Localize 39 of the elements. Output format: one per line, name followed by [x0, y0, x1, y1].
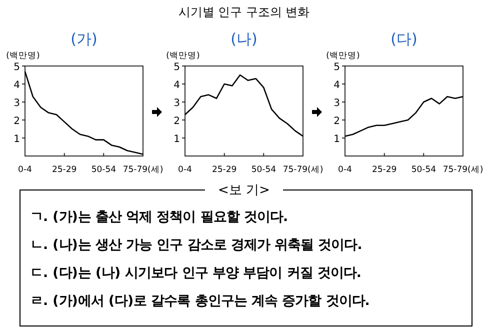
y-tick-label: 3 — [334, 98, 340, 109]
y-tick-label: 1 — [14, 134, 20, 145]
y-tick-label: 5 — [14, 62, 20, 73]
y-tick-label: 1 — [334, 134, 340, 145]
x-tick-label: 25-29 — [212, 165, 237, 175]
y-tick-label: 1 — [174, 134, 180, 145]
x-tick-label: 75-79(세) — [442, 165, 484, 175]
y-tick-label: 4 — [14, 80, 20, 91]
text: ㄷ. (다)는 (나) 시기보다 인구 부양 부담이 커질 것이다. — [30, 266, 362, 281]
x-tick-label: 0-4 — [18, 165, 32, 175]
y-tick-label: 4 — [334, 80, 340, 91]
x-tick-label: 50-54 — [91, 165, 116, 175]
chart-title: (다) — [390, 30, 418, 48]
y-tick-label: 2 — [334, 116, 340, 127]
chart-title: (가) — [70, 30, 98, 48]
x-tick-label: 75-79(세) — [122, 165, 164, 175]
text: ㄴ. (나)는 생산 가능 인구 감소로 경제가 위축될 것이다. — [30, 238, 362, 253]
x-tick-label: 0-4 — [338, 165, 352, 175]
y-tick-label: 2 — [174, 116, 180, 127]
text: 시기별 인구 구조의 변화 — [178, 5, 310, 19]
chart-title: (나) — [230, 30, 258, 48]
x-tick-label: 50-54 — [251, 165, 276, 175]
text: <보 기> — [218, 183, 270, 198]
text: ㄱ. (가)는 출산 억제 정책이 필요할 것이다. — [30, 210, 288, 225]
y-tick-label: 2 — [14, 116, 20, 127]
x-tick-label: 75-79(세) — [282, 165, 324, 175]
y-tick-label: 3 — [14, 98, 20, 109]
x-tick-label: 25-29 — [52, 165, 77, 175]
y-axis-title: (백만명) — [6, 51, 40, 61]
y-tick-label: 5 — [174, 62, 180, 73]
y-axis-title: (백만명) — [166, 51, 200, 61]
y-tick-label: 3 — [174, 98, 180, 109]
x-tick-label: 25-29 — [372, 165, 397, 175]
x-tick-label: 0-4 — [178, 165, 192, 175]
y-tick-label: 4 — [174, 80, 180, 91]
x-tick-label: 50-54 — [411, 165, 436, 175]
y-tick-label: 5 — [334, 62, 340, 73]
y-axis-title: (백만명) — [326, 51, 360, 61]
text: ㄹ. (가)에서 (다)로 갈수록 총인구는 계속 증가할 것이다. — [30, 294, 370, 309]
